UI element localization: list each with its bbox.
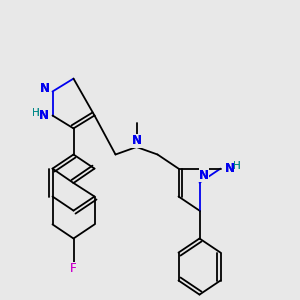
Text: N: N (38, 109, 49, 122)
Bar (199, 168, 209, 182)
Text: N: N (224, 162, 235, 175)
Text: N: N (199, 169, 209, 182)
Text: N: N (131, 134, 142, 148)
Text: N: N (224, 162, 235, 175)
Bar (38, 109, 49, 122)
Text: N: N (199, 169, 209, 182)
Bar (40, 82, 50, 95)
Text: N: N (38, 109, 49, 122)
Text: H: H (233, 160, 241, 171)
Text: H: H (32, 107, 40, 118)
Bar (31, 106, 41, 119)
Text: F: F (70, 262, 77, 275)
Text: N: N (40, 82, 50, 95)
Text: H: H (32, 107, 40, 118)
Bar (68, 262, 79, 275)
Bar (232, 159, 242, 172)
Bar (131, 134, 142, 148)
Text: F: F (70, 262, 77, 275)
Text: N: N (131, 134, 142, 148)
Text: N: N (40, 82, 50, 95)
Bar (224, 162, 235, 175)
Text: H: H (233, 160, 241, 171)
